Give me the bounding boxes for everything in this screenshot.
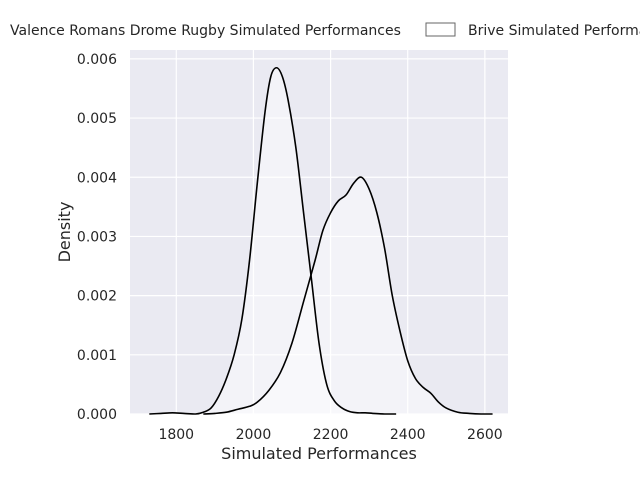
y-tick-label-0.000: 0.000 — [77, 407, 117, 423]
density-fill-series-1 — [203, 177, 493, 414]
legend-swatch-brive — [425, 22, 456, 37]
x-tick-labels: 1800 2000 2200 2400 2600 — [158, 427, 502, 443]
y-tick-label-0.001: 0.001 — [77, 348, 117, 364]
x-tick-label-1800: 1800 — [158, 427, 194, 443]
y-tick-label-0.002: 0.002 — [77, 289, 117, 305]
y-tick-label-0.005: 0.005 — [77, 111, 117, 127]
legend: Valence Romans Drome Rugby Simulated Per… — [10, 22, 640, 39]
plot-background — [130, 50, 508, 414]
density-fills — [149, 67, 493, 414]
x-tick-label-2400: 2400 — [390, 427, 426, 443]
density-line-series-0 — [149, 66, 397, 415]
grid-lines — [130, 50, 508, 415]
legend-label-valence: Valence Romans Drome Rugby Simulated Per… — [10, 23, 401, 39]
x-tick-label-2000: 2000 — [236, 427, 272, 443]
x-tick-label-2600: 2600 — [467, 427, 503, 443]
density-lines — [149, 66, 493, 415]
y-tick-label-0.006: 0.006 — [77, 52, 117, 68]
y-tick-label-0.004: 0.004 — [77, 170, 117, 186]
density-line-series-1 — [203, 176, 493, 415]
y-axis-label: Density — [55, 202, 74, 263]
x-tick-label-2200: 2200 — [313, 427, 349, 443]
y-tick-labels: 0.000 0.001 0.002 0.003 0.004 0.005 0.006 — [77, 52, 117, 423]
y-tick-label-0.003: 0.003 — [77, 229, 117, 245]
x-axis-label: Simulated Performances — [221, 444, 417, 463]
density-fill-series-0 — [149, 67, 397, 414]
legend-label-brive: Brive Simulated Performances — [468, 23, 640, 39]
